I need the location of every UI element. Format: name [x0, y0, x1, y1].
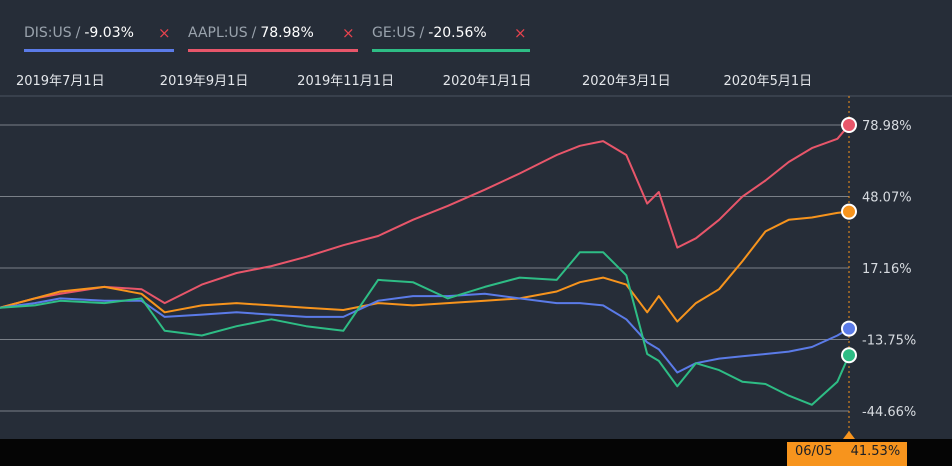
legend-change: -9.03% [84, 25, 134, 41]
remove-ge-icon[interactable]: × [514, 24, 527, 42]
y-tick-label: 78.98% [862, 119, 912, 134]
legend-change: -20.56% [428, 25, 487, 41]
legend-separator: / [251, 25, 257, 41]
x-tick-label: 2019年9月1日 [160, 74, 249, 89]
crosshair-readout: 06/05 41.53% [787, 442, 907, 466]
remove-dis-icon[interactable]: × [158, 24, 171, 42]
legend-separator: / [75, 25, 81, 41]
series-line [0, 251, 850, 406]
legend-ticker: AAPL:US [188, 25, 248, 41]
y-tick-label: 17.16% [862, 262, 912, 277]
x-tick-label: 2020年1月1日 [443, 74, 532, 89]
legend-item-aapl: AAPL:US/78.98% × [188, 22, 358, 52]
series-line [0, 124, 850, 309]
crosshair-arrow-icon [843, 431, 855, 439]
crosshair-value: 41.53% [850, 444, 901, 459]
series-end-marker [841, 117, 857, 133]
legend-item-ge: GE:US / -20.56% × [372, 22, 530, 52]
legend-change: 78.98% [260, 25, 314, 41]
x-tick-label: 2020年5月1日 [723, 74, 812, 89]
y-tick-label: 48.07% [862, 191, 912, 206]
series-line [0, 292, 850, 374]
crosshair-date: 06/05 [795, 444, 833, 459]
y-tick-label: -13.75% [862, 334, 916, 349]
series-line [0, 210, 850, 323]
remove-aapl-icon[interactable]: × [342, 24, 355, 42]
legend-item-dis: DIS:US / -9.03% × [24, 22, 174, 52]
x-tick-label: 2020年3月1日 [582, 74, 671, 89]
legend-ticker: DIS:US [24, 25, 72, 41]
legend-color-bar [372, 49, 530, 52]
series-end-marker [841, 320, 857, 337]
series-end-marker [841, 347, 857, 364]
x-tick-label: 2019年7月1日 [16, 74, 105, 89]
legend: DIS:US / -9.03% × AAPL:US/78.98% × GE:US / -… [0, 0, 952, 62]
x-tick-label: 2019年11月1日 [297, 74, 394, 89]
legend-color-bar [188, 49, 358, 52]
y-tick-label: -44.66% [862, 405, 916, 420]
series-end-marker [841, 203, 857, 220]
legend-ticker: GE:US [372, 25, 416, 41]
legend-separator: / [419, 25, 425, 41]
legend-color-bar [24, 49, 174, 52]
